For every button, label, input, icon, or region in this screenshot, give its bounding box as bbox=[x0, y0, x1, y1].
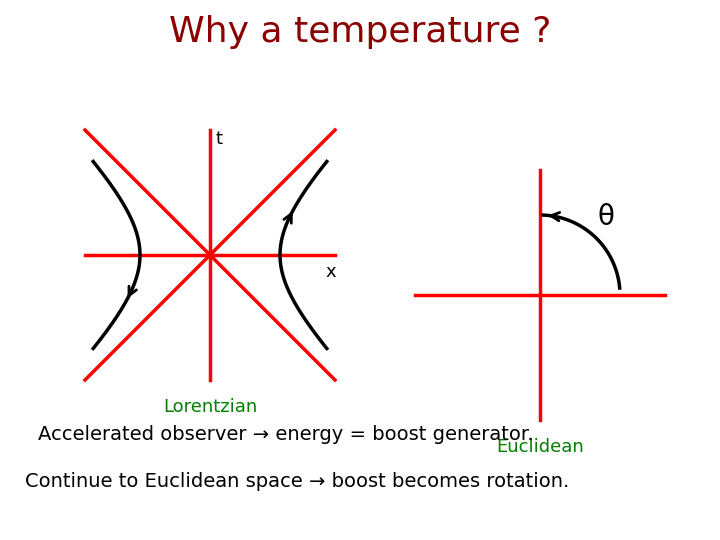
Text: θ: θ bbox=[597, 203, 614, 231]
Text: Accelerated observer → energy = boost generator.: Accelerated observer → energy = boost ge… bbox=[38, 425, 534, 444]
Text: Why a temperature ?: Why a temperature ? bbox=[168, 15, 552, 49]
Text: t: t bbox=[216, 130, 223, 148]
Text: Continue to Euclidean space → boost becomes rotation.: Continue to Euclidean space → boost beco… bbox=[25, 472, 570, 491]
Text: x: x bbox=[325, 263, 336, 281]
Text: Euclidean: Euclidean bbox=[496, 438, 584, 456]
Text: Lorentzian: Lorentzian bbox=[163, 398, 257, 416]
